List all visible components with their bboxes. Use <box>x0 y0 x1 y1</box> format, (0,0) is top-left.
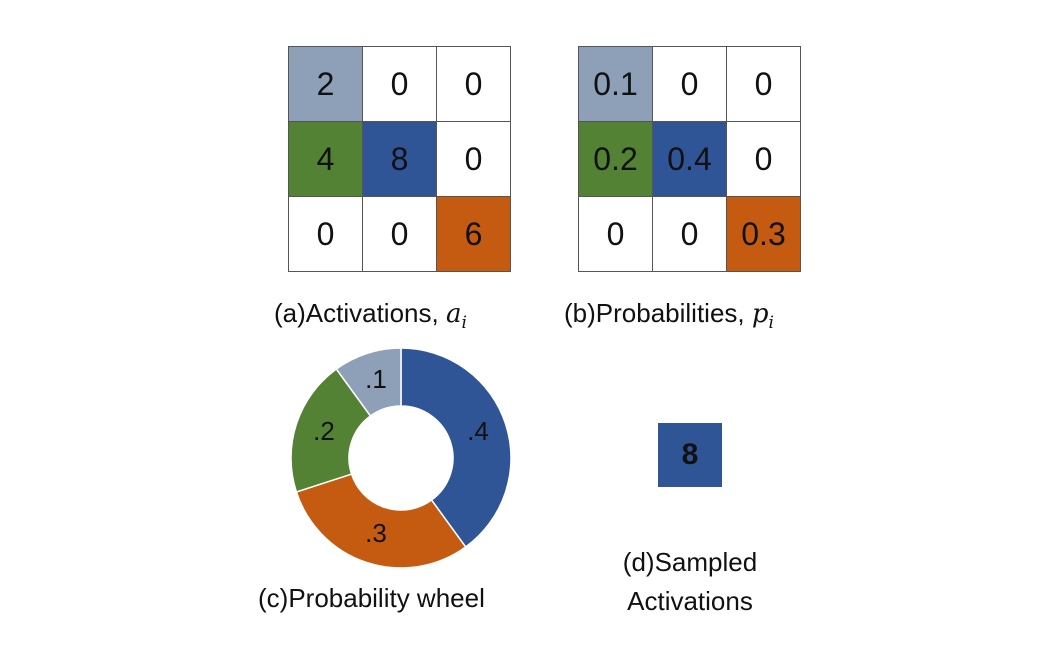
activation-cell: 0 <box>437 47 511 122</box>
probability-cell: 0.4 <box>653 122 727 197</box>
probabilities-caption-text: (b)Probabilities, <box>564 298 752 328</box>
wheel-slice <box>335 347 402 417</box>
probability-cell: 0.2 <box>579 122 653 197</box>
probability-cell: 0 <box>579 197 653 272</box>
activation-cell: 0 <box>363 47 437 122</box>
wheel-slice-label: .2 <box>313 416 335 446</box>
activations-caption-subscript: i <box>461 313 467 334</box>
wheel-caption: (c)Probability wheel <box>258 583 485 613</box>
wheel-slice-label: .3 <box>365 518 387 548</box>
probability-cell: 0 <box>727 122 801 197</box>
activation-cell: 0 <box>437 122 511 197</box>
wheel-slice-label: .4 <box>467 416 489 446</box>
probability-cell: 0 <box>727 47 801 122</box>
probability-cell: 0 <box>653 197 727 272</box>
probabilities-caption: (b)Probabilities, pi <box>564 298 774 333</box>
probabilities-caption-subscript: i <box>768 313 774 334</box>
wheel-slice <box>290 367 372 493</box>
probabilities-caption-math: pi <box>751 299 774 333</box>
activation-cell: 4 <box>289 122 363 197</box>
wheel-slice-label: .1 <box>365 364 387 394</box>
probabilities-grid: 0.1 0 0 0.2 0.4 0 0 0 0.3 <box>578 46 801 272</box>
activations-caption: (a)Activations, ai <box>274 298 467 333</box>
probability-cell: 0.3 <box>727 197 801 272</box>
activation-cell: 8 <box>363 122 437 197</box>
wheel-slice <box>295 473 467 569</box>
activation-cell: 0 <box>289 197 363 272</box>
activations-caption-symbol: a <box>445 299 462 329</box>
sampled-activation-box: 8 <box>658 423 722 487</box>
probability-cell: 0 <box>653 47 727 122</box>
probability-cell: 0.1 <box>579 47 653 122</box>
activation-cell: 2 <box>289 47 363 122</box>
activation-cell: 0 <box>363 197 437 272</box>
activations-caption-math: ai <box>445 299 467 333</box>
probabilities-caption-symbol: p <box>751 299 769 329</box>
activations-grid: 2 0 0 4 8 0 0 0 6 <box>288 46 511 272</box>
wheel-slice <box>400 347 512 549</box>
activations-caption-text: (a)Activations, <box>274 298 446 328</box>
sampled-caption: (d)Sampled Activations <box>622 547 758 616</box>
activation-cell: 6 <box>437 197 511 272</box>
probability-wheel: .4 .3 .2 .1 <box>290 347 512 569</box>
